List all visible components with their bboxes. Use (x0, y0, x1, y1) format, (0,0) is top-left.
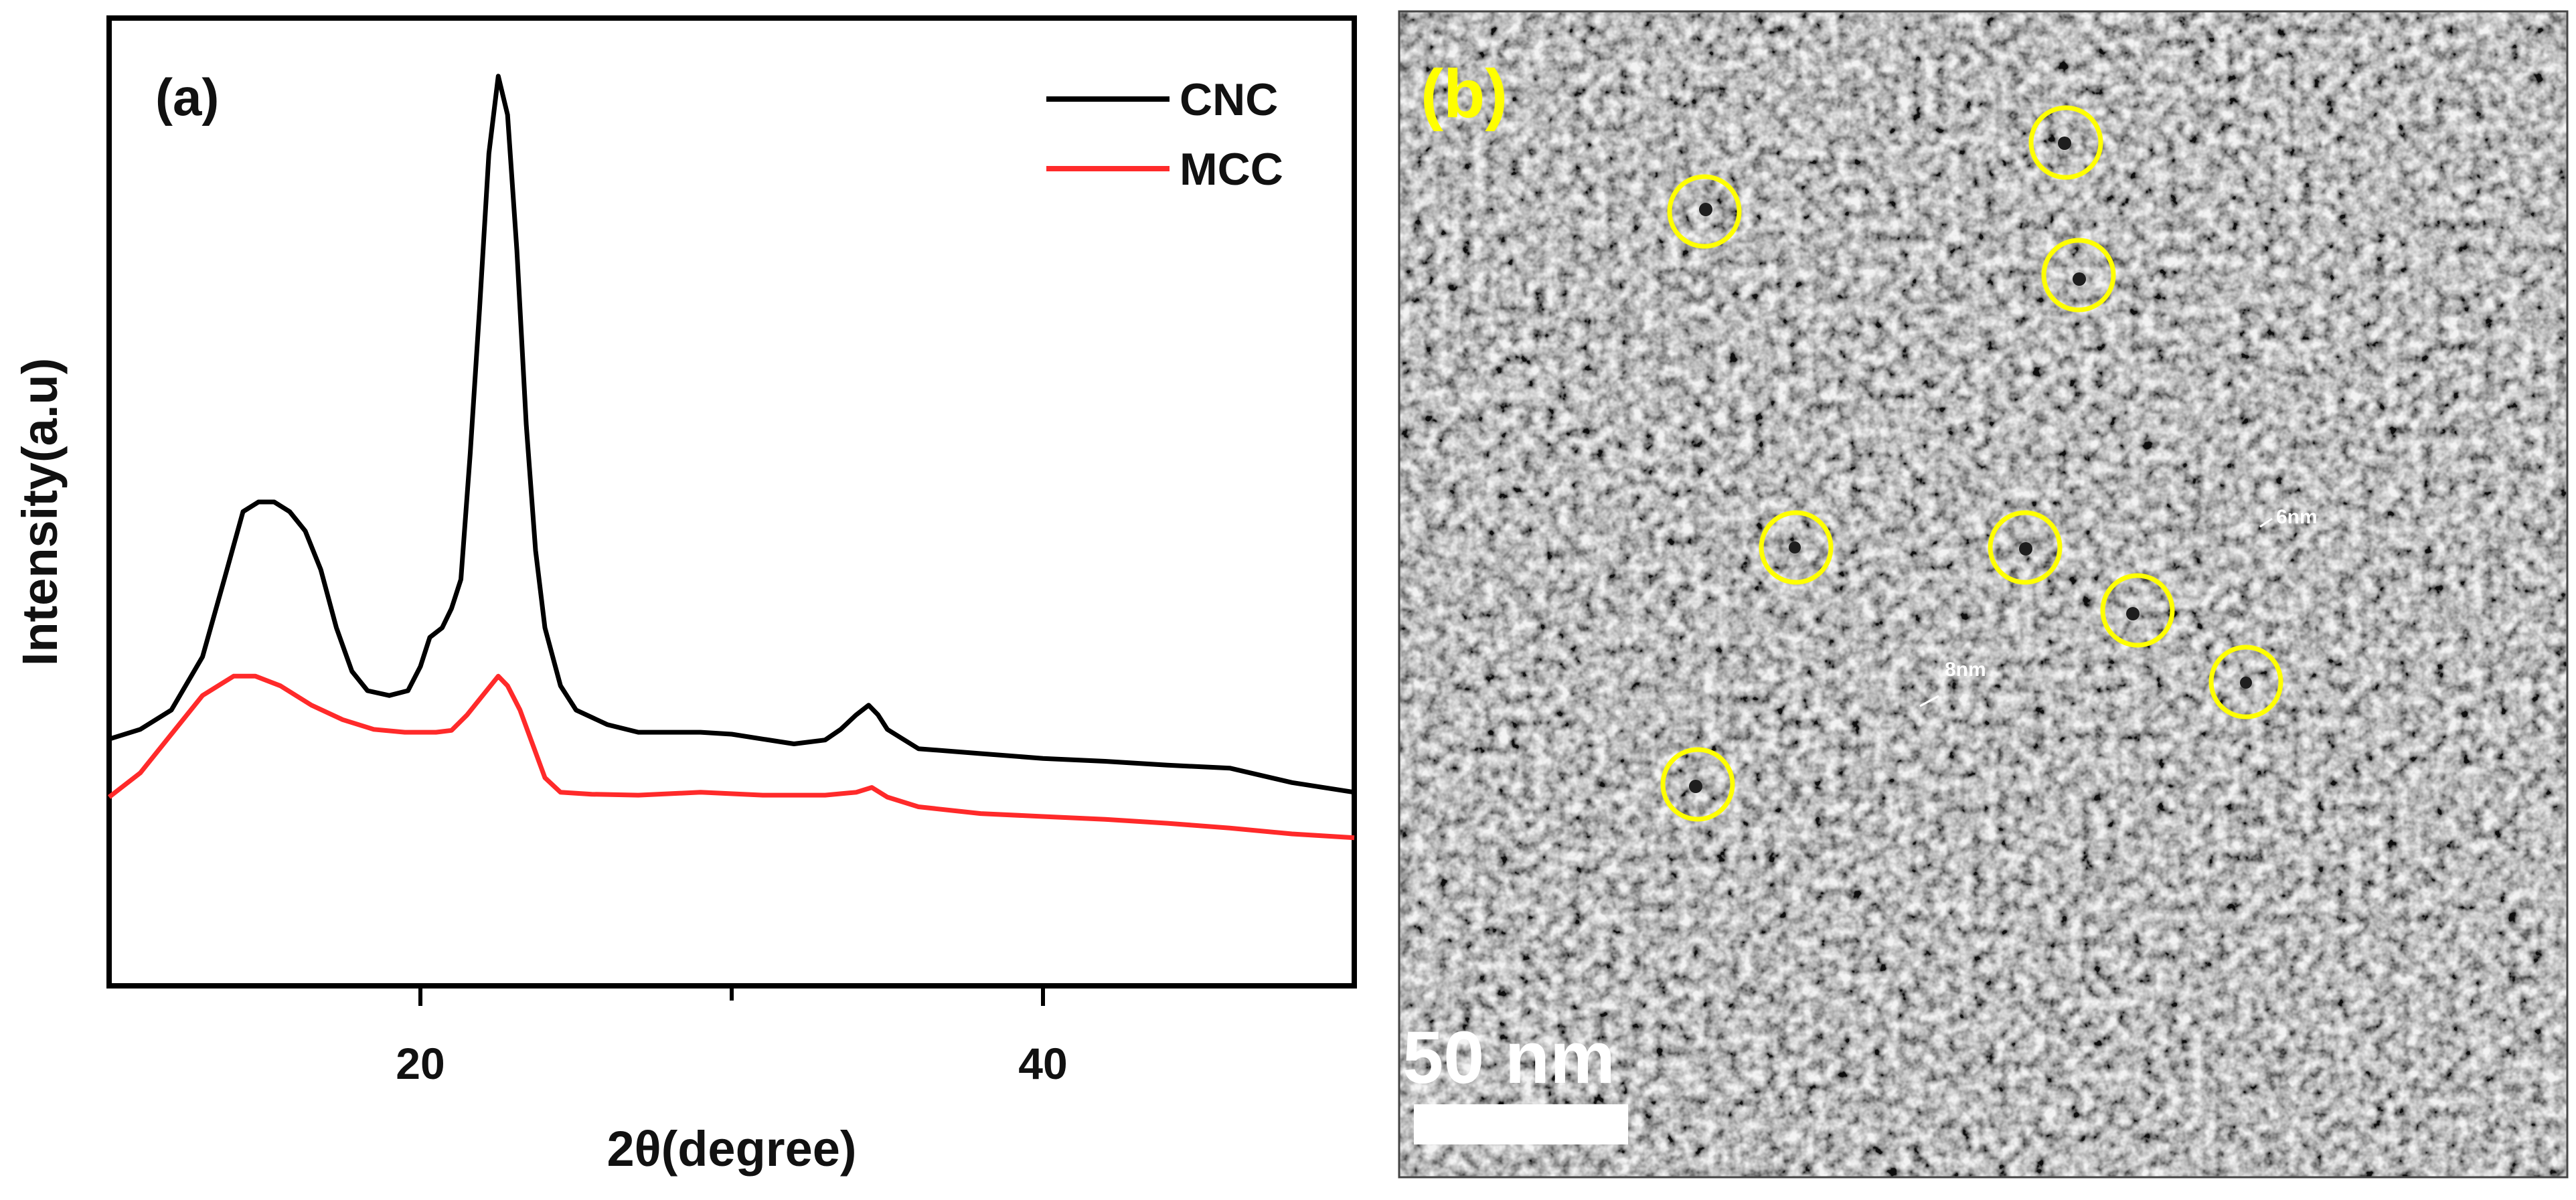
particle (2073, 272, 2086, 286)
xrd-chart: 20 40 (a) CNC MCC 2θ(degree) Intensity(a.… (12, 15, 1357, 1177)
x-tick-label-20: 20 (396, 1039, 445, 1088)
annotation-6nm: 6nm (2276, 506, 2318, 528)
legend-label-cnc: CNC (1180, 74, 1278, 125)
series-line-mcc (107, 673, 1355, 841)
annotation-tick-8nm (1919, 695, 1939, 707)
particle (2019, 542, 2032, 555)
particle-marker (1667, 174, 1742, 249)
particle (1699, 203, 1712, 216)
annotation-8nm: 8nm (1945, 659, 1986, 681)
plot-frame (106, 15, 1357, 989)
particle (2240, 677, 2252, 689)
particle (1789, 541, 1801, 553)
particle-marker (1660, 747, 1735, 822)
y-axis-label: Intensity(a.u) (12, 358, 68, 666)
tem-grain (1399, 11, 2567, 1177)
x-tick-labels: 20 40 (396, 1039, 1067, 1088)
particle-marker (2208, 645, 2283, 719)
x-axis-label: 2θ(degree) (607, 1121, 856, 1177)
panel-label-b: (b) (1421, 56, 1508, 132)
panel-label-a: (a) (155, 68, 219, 126)
particle (2058, 137, 2071, 150)
particle-marker (1988, 510, 2063, 585)
x-tick-label-40: 40 (1018, 1039, 1067, 1088)
particle-marker (1759, 510, 1834, 585)
particle-marker (2028, 105, 2103, 180)
series-layer (107, 74, 1355, 841)
particle (2126, 607, 2140, 620)
x-ticks (418, 986, 1045, 1006)
scale-bar-label: 50 nm (1402, 1017, 1615, 1099)
scale-bar (1414, 1104, 1628, 1144)
particle (1689, 780, 1702, 793)
tem-border (1398, 10, 2569, 1179)
legend-label-mcc: MCC (1180, 144, 1283, 195)
legend: CNC MCC (1046, 74, 1283, 195)
particle-marker (2041, 238, 2116, 313)
particle-markers (1660, 105, 2283, 822)
annotation-tick-6nm (2259, 517, 2273, 528)
tem-image: 6nm 8nm (b) 50 nm (1399, 11, 2567, 1177)
particle-marker (2100, 573, 2175, 648)
series-line-cnc (108, 74, 1355, 795)
particles (1689, 137, 2252, 793)
